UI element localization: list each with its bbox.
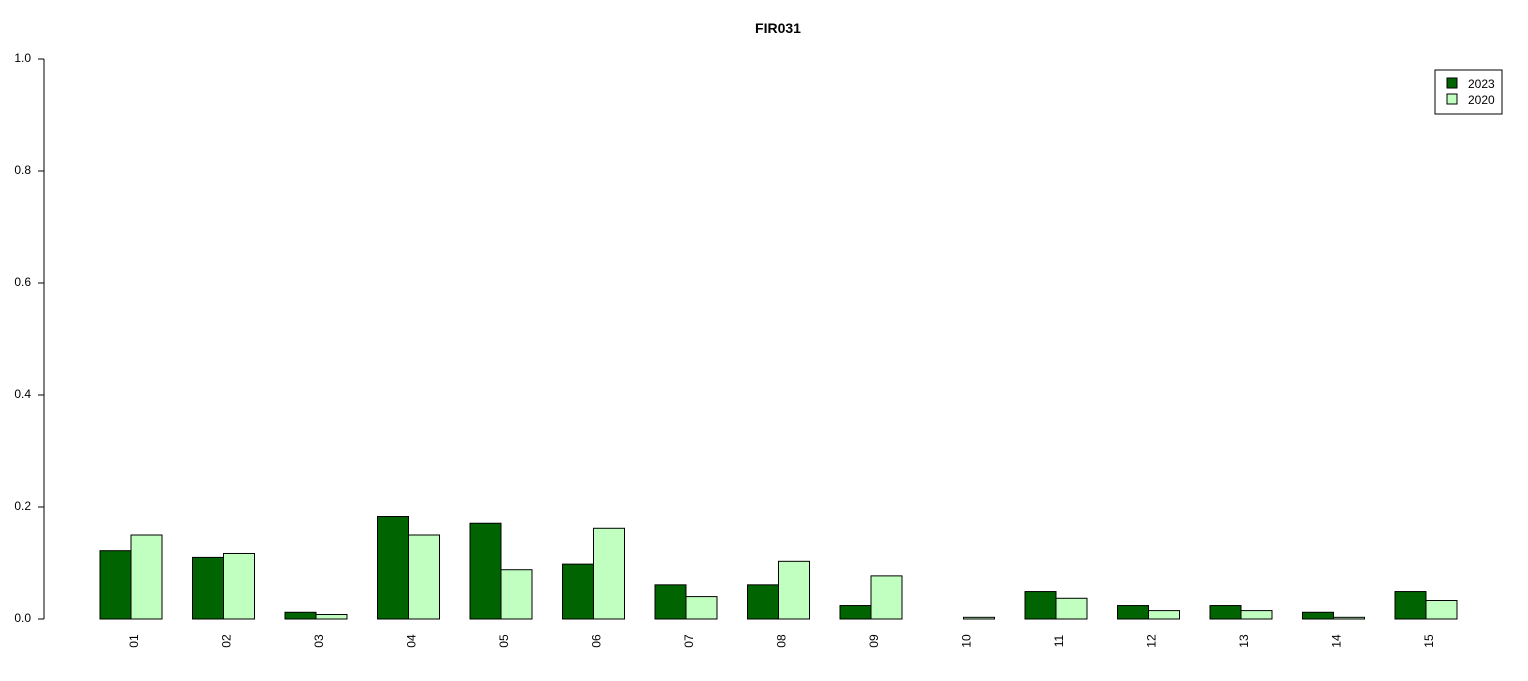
x-tick-label: 10 xyxy=(960,634,974,648)
bar-2020-10 xyxy=(963,616,995,620)
x-tick-label: 05 xyxy=(497,634,511,648)
y-tick-label: 0.6 xyxy=(14,275,31,289)
x-tick-label: 08 xyxy=(775,634,789,648)
legend-swatch-2020 xyxy=(1446,93,1458,105)
bar-2020-02 xyxy=(223,552,255,620)
bar-2023-13 xyxy=(1209,605,1242,620)
bar-2020-05 xyxy=(500,569,533,620)
bar-2020-01 xyxy=(130,534,163,620)
legend-label-2020: 2020 xyxy=(1468,93,1495,107)
bar-2023-02 xyxy=(192,556,224,620)
bar-2020-09 xyxy=(870,575,903,620)
legend-label-2023: 2023 xyxy=(1468,77,1495,91)
bar-2020-07 xyxy=(685,596,718,620)
y-tick-label: 0.8 xyxy=(14,163,31,177)
bar-2020-14 xyxy=(1333,616,1365,620)
legend: 2023 2020 xyxy=(1434,69,1503,115)
bar-2023-05 xyxy=(469,522,502,620)
chart-title: FIR031 xyxy=(755,20,801,36)
x-tick-label: 03 xyxy=(312,634,326,648)
bar-2023-01 xyxy=(99,550,132,620)
y-tick-label: 1.0 xyxy=(14,51,31,65)
bar-2023-04 xyxy=(377,516,409,620)
x-tick-label: 14 xyxy=(1330,634,1344,648)
bar-2020-15 xyxy=(1425,600,1458,620)
x-tick-label: 01 xyxy=(127,634,141,648)
bar-2023-07 xyxy=(654,584,687,620)
x-tick-label: 13 xyxy=(1237,634,1251,648)
y-axis: 0.0 0.2 0.4 0.6 0.8 1.0 xyxy=(14,51,45,625)
bars xyxy=(99,516,1458,620)
bar-2023-03 xyxy=(284,611,317,620)
bar-2023-06 xyxy=(562,563,594,620)
y-tick-label: 0.0 xyxy=(14,611,31,625)
bar-2020-06 xyxy=(593,527,625,620)
bar-2020-12 xyxy=(1148,610,1180,620)
bar-2020-03 xyxy=(315,614,348,620)
bar-2023-09 xyxy=(839,605,872,620)
y-tick-label: 0.2 xyxy=(14,499,31,513)
bar-2020-13 xyxy=(1240,610,1273,620)
x-tick-label: 02 xyxy=(220,634,234,648)
x-tick-label: 04 xyxy=(405,634,419,648)
x-tick-label: 09 xyxy=(867,634,881,648)
x-tick-label: 06 xyxy=(590,634,604,648)
bar-2020-11 xyxy=(1055,597,1088,620)
y-tick-label: 0.4 xyxy=(14,387,31,401)
bar-2020-04 xyxy=(408,534,440,620)
x-tick-label: 12 xyxy=(1145,634,1159,648)
x-tick-label: 11 xyxy=(1052,634,1066,647)
legend-swatch-2023 xyxy=(1446,77,1458,89)
x-tick-label: 07 xyxy=(682,634,696,648)
bar-2023-14 xyxy=(1302,611,1334,620)
x-tick-label: 15 xyxy=(1422,634,1436,648)
bar-2023-11 xyxy=(1024,591,1057,620)
x-axis-labels: 01 02 03 04 05 06 07 08 09 10 11 12 13 14 15 xyxy=(127,634,1436,648)
bar-2023-12 xyxy=(1117,605,1149,620)
bar-2023-15 xyxy=(1394,591,1427,620)
bar-2023-08 xyxy=(747,584,779,620)
bar-2020-08 xyxy=(778,560,810,620)
legend-box xyxy=(1434,69,1503,115)
